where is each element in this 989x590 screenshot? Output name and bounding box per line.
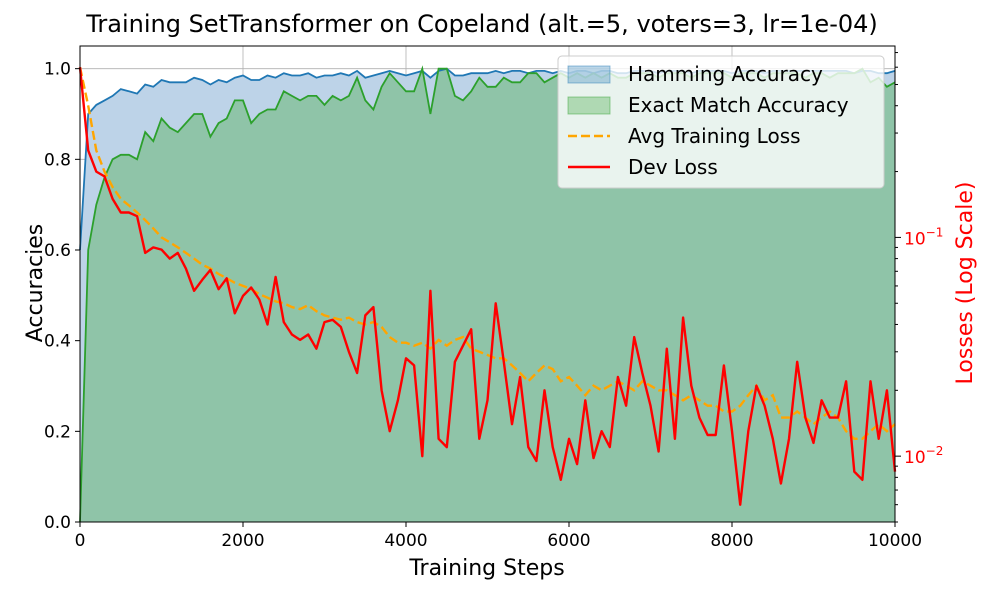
legend-entry: Dev Loss <box>568 155 718 179</box>
legend-entry: Avg Training Loss <box>568 124 801 148</box>
legend-label: Avg Training Loss <box>628 124 801 148</box>
legend: Hamming Accuracy Exact Match Accuracy Avg … <box>557 55 885 189</box>
y-left-tick-label: 0.0 <box>44 513 71 533</box>
plot-frame <box>79 45 896 523</box>
legend-box <box>557 55 885 189</box>
x-tick-label: 6000 <box>547 531 590 551</box>
x-tick-label: 10000 <box>868 531 922 551</box>
legend-swatch <box>567 65 611 84</box>
y-left-tick-label: 0.8 <box>44 150 71 170</box>
legend-label: Exact Match Accuracy <box>628 93 849 117</box>
axis-ticks: 0 2000 4000 6000 8000 10000 0.0 0.2 0.4 0.6 0.8 1.0… <box>44 52 943 551</box>
legend-entry: Hamming Accuracy <box>567 62 823 86</box>
y-left-tick-label: 0.6 <box>44 241 71 261</box>
y-axis-label-left: Accuracies <box>23 224 48 343</box>
x-tick-label: 0 <box>75 531 86 551</box>
x-tick-label: 2000 <box>221 531 264 551</box>
y-axis-label-right: Losses (Log Scale) <box>953 182 978 385</box>
chart-title: Training SetTransformer on Copeland (alt… <box>85 10 878 38</box>
x-tick-label: 4000 <box>384 531 427 551</box>
legend-swatch <box>567 96 611 115</box>
dev-loss-line <box>78 67 897 506</box>
y-right-tick-label: 10−1 <box>904 225 943 249</box>
y-right-tick-label: 10−2 <box>904 444 943 468</box>
x-axis-label: Training Steps <box>408 556 564 581</box>
x-tick-label: 8000 <box>710 531 753 551</box>
y-left-tick-label: 0.2 <box>44 422 71 442</box>
legend-label: Hamming Accuracy <box>628 62 823 86</box>
y-left-tick-label: 0.4 <box>44 332 71 352</box>
y-left-tick-label: 1.0 <box>44 60 71 80</box>
legend-entry: Exact Match Accuracy <box>567 93 849 117</box>
legend-label: Dev Loss <box>628 155 718 179</box>
